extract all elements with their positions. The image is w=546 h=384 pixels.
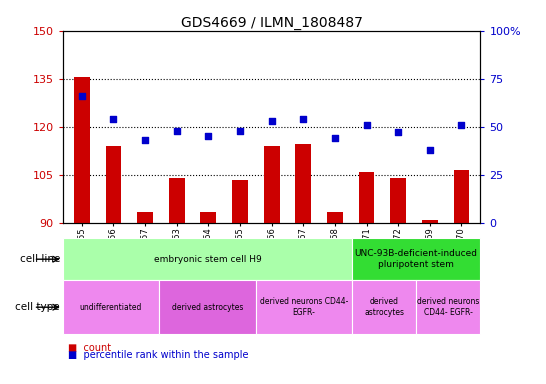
- Bar: [327, 212, 343, 223]
- Bar: [74, 77, 90, 223]
- Bar: [295, 144, 311, 223]
- Bar: [63, 280, 159, 334]
- Point: [204, 133, 213, 139]
- Point: [457, 122, 466, 128]
- Bar: [137, 212, 153, 223]
- Text: cell type: cell type: [15, 302, 60, 312]
- Point: [299, 116, 307, 122]
- Bar: [264, 146, 280, 223]
- Text: derived neurons
CD44- EGFR-: derived neurons CD44- EGFR-: [417, 298, 479, 317]
- Point: [425, 147, 434, 153]
- Bar: [352, 280, 416, 334]
- Text: cell line: cell line: [20, 254, 60, 264]
- Point: [173, 127, 181, 134]
- Bar: [352, 238, 480, 280]
- Bar: [105, 146, 121, 223]
- Bar: [256, 280, 352, 334]
- Bar: [422, 220, 438, 223]
- Bar: [169, 178, 185, 223]
- Text: undifferentiated: undifferentiated: [80, 303, 142, 312]
- Text: derived neurons CD44-
EGFR-: derived neurons CD44- EGFR-: [259, 298, 348, 317]
- Point: [78, 93, 86, 99]
- Bar: [200, 212, 216, 223]
- Point: [268, 118, 276, 124]
- Text: derived
astrocytes: derived astrocytes: [364, 298, 404, 317]
- Point: [141, 137, 150, 143]
- Point: [330, 135, 339, 141]
- Text: derived astrocytes: derived astrocytes: [171, 303, 243, 312]
- Point: [236, 127, 245, 134]
- Text: ■  percentile rank within the sample: ■ percentile rank within the sample: [68, 350, 249, 360]
- Text: UNC-93B-deficient-induced
pluripotent stem: UNC-93B-deficient-induced pluripotent st…: [355, 250, 478, 269]
- Bar: [359, 172, 375, 223]
- Text: ■  count: ■ count: [68, 343, 111, 353]
- Point: [109, 116, 118, 122]
- Text: embryonic stem cell H9: embryonic stem cell H9: [153, 255, 261, 264]
- Bar: [454, 170, 470, 223]
- Point: [394, 129, 402, 136]
- Title: GDS4669 / ILMN_1808487: GDS4669 / ILMN_1808487: [181, 16, 363, 30]
- Bar: [159, 280, 256, 334]
- Bar: [232, 180, 248, 223]
- Bar: [390, 178, 406, 223]
- Point: [362, 122, 371, 128]
- Bar: [63, 238, 352, 280]
- Bar: [416, 280, 480, 334]
